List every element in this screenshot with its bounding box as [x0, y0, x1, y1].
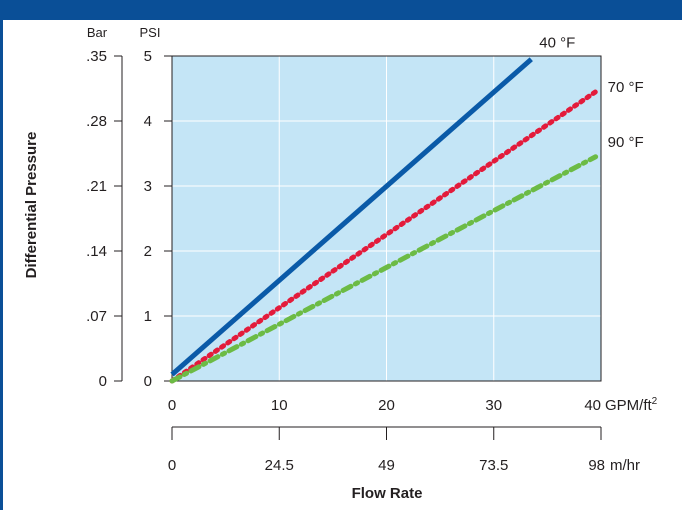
mhr-tick-label: 73.5 — [479, 457, 508, 474]
header-bar — [0, 0, 682, 20]
plot-frame — [171, 55, 602, 382]
gpm-tick-label: 30 — [485, 397, 502, 414]
bar-tick-label: .28 — [86, 113, 107, 130]
x-axis-ticks: 0 10 20 30 40 — [168, 397, 601, 414]
mhr-axis-ticks: 0 24.5 49 73.5 98 — [168, 427, 605, 474]
mhr-unit-label: m/hr — [610, 457, 640, 474]
gpm-tick-label: 40 — [584, 397, 601, 414]
psi-tick-label: 1 — [144, 308, 152, 325]
mhr-tick-label: 98 — [588, 457, 605, 474]
series-label: 40 °F — [539, 34, 575, 51]
psi-unit-label: PSI — [140, 25, 161, 40]
bar-unit-label: Bar — [87, 25, 108, 40]
gpm-tick-label: 20 — [378, 397, 395, 414]
psi-tick-label: 3 — [144, 178, 152, 195]
gpm-tick-label: 0 — [168, 397, 176, 414]
series-label: 90 °F — [608, 134, 644, 151]
gpm-tick-label: 10 — [271, 397, 288, 414]
bar-tick-label: .35 — [86, 48, 107, 65]
series-lines — [169, 57, 599, 384]
psi-tick-label: 4 — [144, 113, 152, 130]
mhr-tick-label: 49 — [378, 457, 395, 474]
series-line — [169, 89, 599, 384]
mhr-tick-label: 0 — [168, 457, 176, 474]
mhr-tick-label: 24.5 — [265, 457, 294, 474]
psi-tick-label: 0 — [144, 373, 152, 390]
gpm-unit-label: GPM/ft2 — [605, 396, 658, 414]
x-axis-title: Flow Rate — [352, 485, 423, 502]
bar-tick-label: .21 — [86, 178, 107, 195]
left-border — [0, 0, 3, 510]
y-axis-title: Differential Pressure — [23, 132, 40, 279]
series-line — [169, 154, 599, 384]
series-labels: 40 °F 70 °F 90 °F — [539, 34, 643, 151]
psi-tick-label: 5 — [144, 48, 152, 65]
y-axis-ticks: 0 0 1 .07 2 .14 3 .21 4 .28 5 .35 — [86, 48, 172, 390]
bar-tick-label: 0 — [99, 373, 107, 390]
bar-tick-label: .07 — [86, 308, 107, 325]
series-line — [170, 57, 533, 377]
bar-tick-label: .14 — [86, 243, 107, 260]
psi-tick-label: 2 — [144, 243, 152, 260]
series-label: 70 °F — [608, 79, 644, 96]
